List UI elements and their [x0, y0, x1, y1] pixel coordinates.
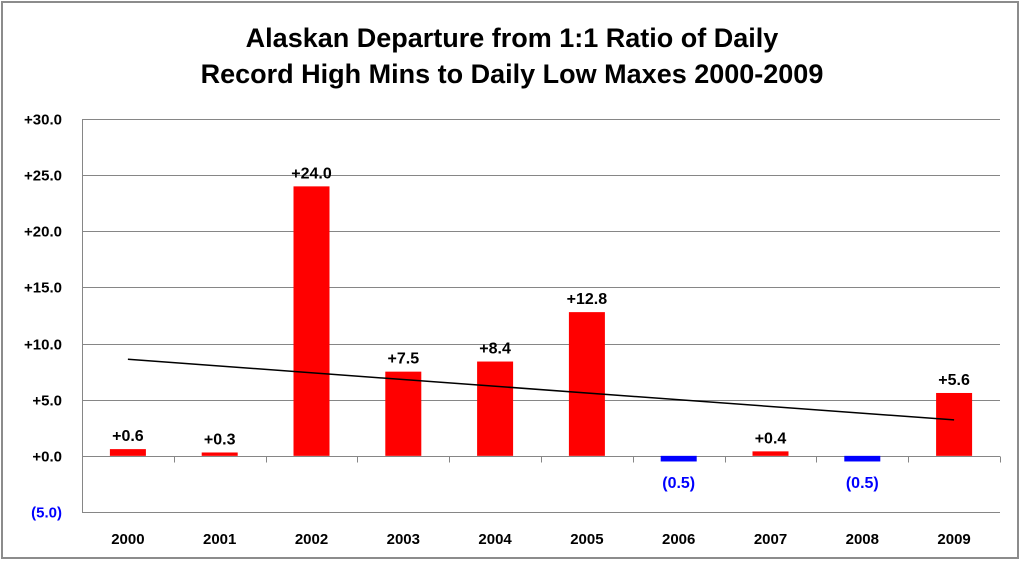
bar-2001 [201, 452, 238, 456]
x-tick-label-2006: 2006 [662, 531, 695, 548]
data-label-2007: +0.4 [755, 430, 787, 447]
x-tick-label-2000: 2000 [111, 531, 144, 548]
y-tick-label: +30.0 [24, 112, 62, 129]
data-label-2002: +24.0 [291, 165, 332, 182]
y-tick-label: +10.0 [24, 337, 62, 354]
data-label-2005: +12.8 [567, 291, 608, 308]
x-tick-label-2001: 2001 [203, 531, 236, 548]
data-label-2009: +5.6 [938, 372, 970, 389]
y-tick-label: +0.0 [32, 449, 62, 466]
chart-title: Alaskan Departure from 1:1 Ratio of Dail… [0, 20, 1024, 92]
y-tick-label: +5.0 [32, 393, 62, 410]
bar-2009 [936, 392, 973, 456]
x-tick-label-2008: 2008 [846, 531, 879, 548]
x-tick-label-2009: 2009 [937, 531, 970, 548]
trendline [127, 358, 955, 421]
x-tick-label-2004: 2004 [478, 531, 512, 548]
x-tick-label-2003: 2003 [387, 531, 420, 548]
x-tick-label-2002: 2002 [295, 531, 328, 548]
data-label-2001: +0.3 [204, 431, 236, 448]
data-label-2006: (0.5) [662, 475, 695, 492]
y-tick-label: +25.0 [24, 168, 62, 185]
data-label-2008: (0.5) [846, 475, 879, 492]
bar-2002 [293, 186, 330, 456]
data-label-2003: +7.5 [388, 351, 420, 368]
x-tick-label-2007: 2007 [754, 531, 787, 548]
data-label-2004: +8.4 [479, 341, 511, 358]
bar-2005 [568, 312, 605, 456]
bar-2008 [844, 455, 881, 462]
bar-2007 [752, 451, 789, 456]
chart-title-line-1: Alaskan Departure from 1:1 Ratio of Dail… [245, 23, 779, 53]
chart-title-line-2: Record High Mins to Daily Low Maxes 2000… [200, 59, 824, 89]
y-tick-label: +20.0 [24, 224, 62, 241]
bar-2000 [109, 449, 146, 456]
bar-2003 [385, 371, 422, 456]
data-label-2000: +0.6 [112, 428, 144, 445]
bar-2006 [660, 455, 697, 462]
bar-2004 [477, 361, 514, 456]
y-tick-label: (5.0) [31, 505, 62, 522]
x-tick-label-2005: 2005 [570, 531, 603, 548]
y-tick-label: +15.0 [24, 280, 62, 297]
